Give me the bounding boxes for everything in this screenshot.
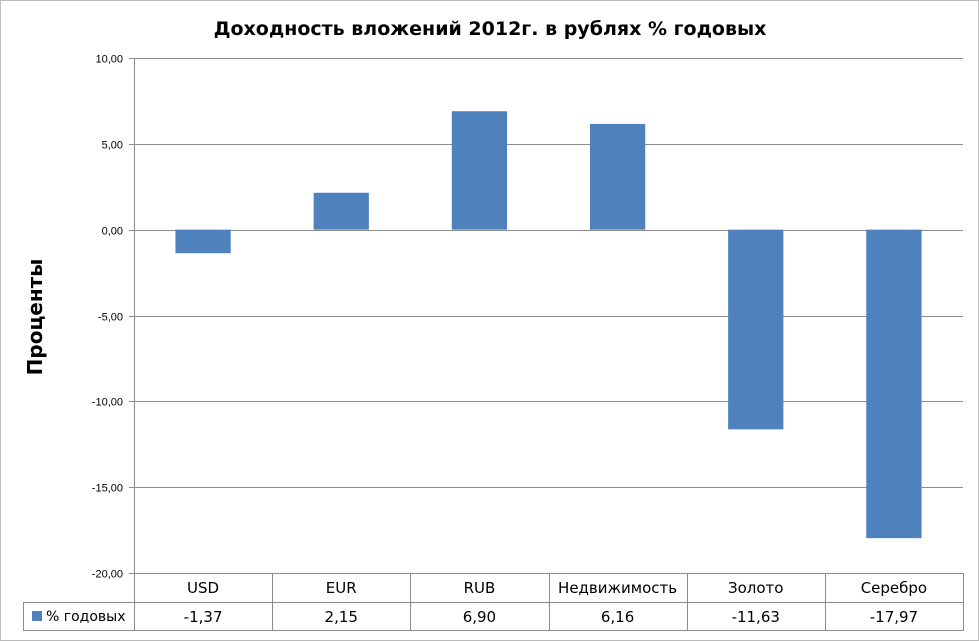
bar xyxy=(175,229,231,254)
x-tick-label: RUB xyxy=(464,579,496,597)
y-tick-label: 0,00 xyxy=(102,226,123,238)
x-tick-label: Недвижимость xyxy=(558,579,677,597)
legend-swatch xyxy=(32,611,42,621)
data-label: -1,37 xyxy=(184,608,223,626)
bar xyxy=(866,229,922,539)
x-tick-label: EUR xyxy=(326,579,357,597)
bar xyxy=(451,111,508,230)
chart-title: Доходность вложений 2012г. в рублях % го… xyxy=(214,18,767,40)
bar xyxy=(313,192,369,230)
data-label: -11,63 xyxy=(732,608,780,626)
y-axis-label: Проценты xyxy=(23,259,47,376)
y-tick-label: -20,00 xyxy=(92,569,123,581)
x-tick-label: USD xyxy=(187,579,219,597)
y-axis-ticks: 10,00 5,00 0,00 -5,00 -10,00 -15,00 -20,00 xyxy=(92,54,123,581)
bar xyxy=(589,123,646,230)
x-tick-label: Золото xyxy=(728,579,783,597)
data-label: 2,15 xyxy=(325,608,358,626)
y-tick-label: -10,00 xyxy=(92,397,123,409)
x-tick-label: Серебро xyxy=(861,579,927,597)
y-tick-label: 5,00 xyxy=(102,140,123,152)
data-label: 6,16 xyxy=(601,608,634,626)
data-label: 6,90 xyxy=(463,608,496,626)
gridlines xyxy=(129,58,963,574)
bars xyxy=(175,111,922,539)
bar xyxy=(728,229,784,430)
data-table: USD -1,37 EUR 2,15 RUB 6,90 Недвижимость 6,16 Зо… xyxy=(23,573,964,631)
data-label: -17,97 xyxy=(870,608,918,626)
y-tick-label: -15,00 xyxy=(92,483,123,495)
y-tick-label: 10,00 xyxy=(95,54,123,66)
legend-entry: % годовых xyxy=(46,609,126,625)
y-tick-label: -5,00 xyxy=(98,312,123,324)
